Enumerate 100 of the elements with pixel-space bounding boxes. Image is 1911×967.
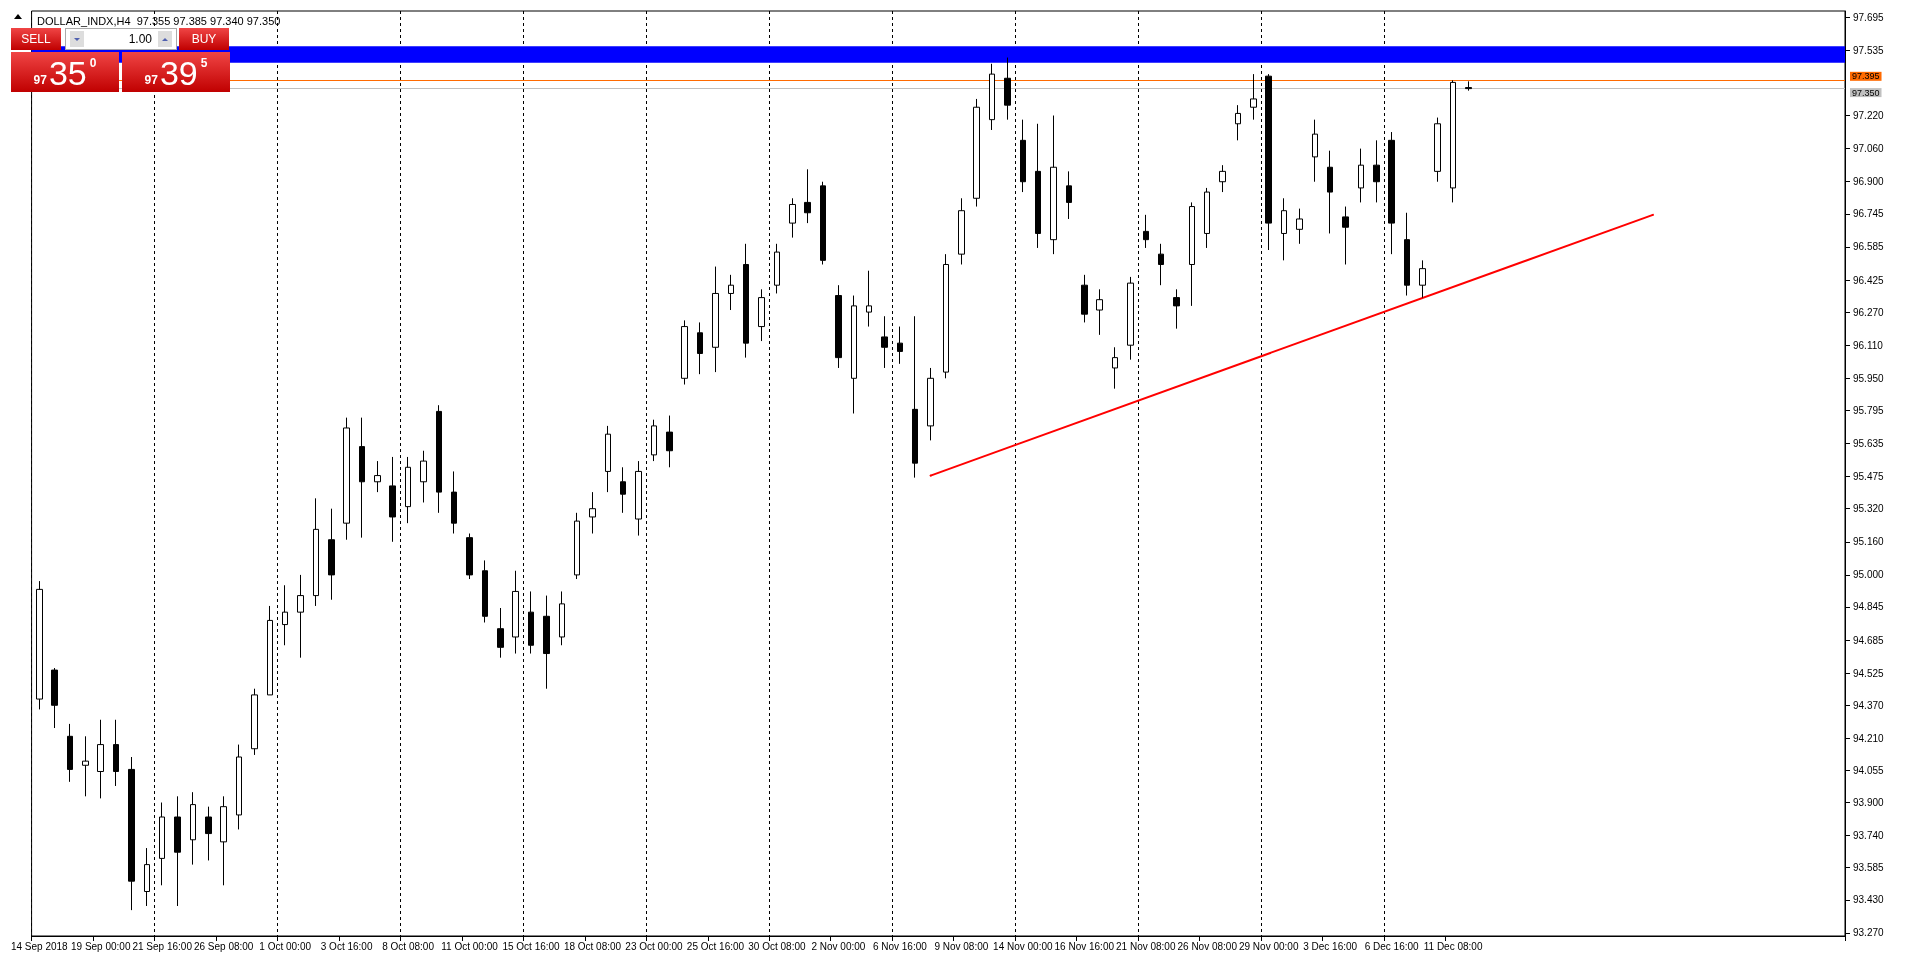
candlestick	[482, 559, 488, 623]
candlestick	[297, 574, 304, 659]
candlestick	[128, 756, 135, 911]
candlestick	[205, 806, 212, 861]
x-tick-label: 14 Nov 00:00	[993, 940, 1053, 952]
candlestick	[712, 266, 719, 373]
y-tick-label: 94.685	[1853, 634, 1885, 646]
ref-line-label: 97.350	[1852, 87, 1880, 98]
candlestick	[1235, 104, 1241, 141]
candlestick	[1404, 212, 1410, 297]
x-tick-label: 26 Sep 08:00	[193, 940, 254, 952]
candlestick	[159, 802, 165, 886]
candlestick	[51, 667, 58, 729]
x-tick-label: 21 Nov 08:00	[1116, 940, 1176, 952]
candlestick	[1450, 79, 1456, 203]
candlestick	[666, 415, 673, 468]
y-tick-label: 94.210	[1853, 732, 1885, 744]
x-tick-label: 2 Nov 00:00	[811, 940, 866, 952]
y-tick-label: 95.795	[1853, 404, 1885, 416]
candlestick	[389, 456, 396, 543]
candlestick	[774, 243, 780, 294]
candlestick	[635, 460, 642, 537]
candlestick	[113, 719, 119, 787]
candlestick	[236, 744, 242, 830]
candlestick	[1312, 119, 1318, 183]
candlestick	[574, 512, 580, 580]
candlestick	[343, 417, 350, 541]
candlestick	[835, 284, 842, 369]
candlestick	[1296, 208, 1303, 245]
candlestick	[1112, 346, 1118, 390]
candlestick	[436, 404, 442, 514]
candlestick	[220, 795, 227, 886]
x-tick-label: 6 Nov 16:00	[872, 940, 928, 952]
x-tick-label: 30 Oct 08:00	[748, 940, 806, 952]
x-tick-label: 14 Sep 2018	[10, 940, 69, 952]
candlestick	[1081, 274, 1088, 323]
candlestick	[866, 270, 872, 328]
x-tick-label: 19 Sep 00:00	[70, 940, 131, 952]
candlestick	[1327, 150, 1333, 234]
candlestick	[1189, 201, 1195, 307]
x-tick-label: 3 Dec 16:00	[1303, 940, 1358, 952]
annotation: SELL	[11, 28, 61, 50]
candlestick	[313, 497, 319, 607]
candlestick	[651, 419, 657, 462]
annotation: BUY	[179, 28, 229, 50]
candlestick	[1143, 214, 1149, 249]
x-tick-label: 8 Oct 08:00	[382, 940, 435, 952]
x-tick-label: 16 Nov 16:00	[1054, 940, 1115, 952]
candlestick	[697, 321, 703, 375]
y-tick-label: 97.535	[1853, 44, 1885, 56]
x-tick-label: 21 Sep 16:00	[132, 940, 193, 952]
candlestick	[1388, 131, 1395, 255]
annotation: 97	[144, 73, 158, 87]
candlestick	[681, 319, 688, 386]
candlestick	[82, 735, 89, 797]
chart-title: DOLLAR_INDX,H4 97.355 97.385 97.340 97.350	[37, 14, 281, 27]
candlestick	[174, 795, 181, 907]
candlestick	[251, 688, 258, 756]
candlestick	[973, 98, 980, 208]
candlestick	[620, 466, 626, 514]
candlestick	[1250, 73, 1257, 121]
candlestick	[1004, 57, 1011, 121]
candlestick	[789, 197, 796, 239]
candlestick	[1204, 187, 1210, 249]
y-tick-label: 95.950	[1853, 372, 1885, 384]
annotation: 1.00	[128, 32, 152, 46]
candlestick	[190, 791, 196, 866]
candlestick	[927, 367, 934, 441]
x-tick-label: 15 Oct 16:00	[502, 940, 561, 952]
candlestick	[1281, 197, 1287, 261]
candlestick	[943, 253, 949, 379]
candlestick	[820, 181, 826, 265]
candlestick	[420, 450, 427, 503]
candlestick	[451, 470, 457, 535]
x-tick-label: 11 Dec 08:00	[1423, 940, 1483, 952]
candlestick	[1127, 276, 1134, 361]
candlestick	[1096, 288, 1103, 336]
candlestick	[144, 847, 150, 907]
y-tick-label: 95.000	[1853, 569, 1885, 581]
x-tick-label: 25 Oct 16:00	[686, 940, 745, 952]
candlestick	[1419, 259, 1426, 299]
y-tick-label: 96.425	[1853, 274, 1885, 286]
candlestick	[282, 584, 288, 646]
candlestick	[67, 723, 73, 783]
candlestick	[1342, 206, 1349, 265]
candlestick	[589, 491, 596, 535]
candlestick	[804, 168, 811, 224]
candlestick	[897, 326, 903, 365]
y-tick-label: 94.525	[1853, 667, 1885, 679]
candlestick	[912, 315, 918, 479]
y-tick-label: 95.320	[1853, 503, 1885, 515]
x-tick-label: 3 Oct 16:00	[320, 940, 373, 952]
y-tick-label: 97.060	[1853, 143, 1885, 155]
y-tick-label: 96.745	[1853, 208, 1885, 220]
x-tick-label: 1 Oct 00:00	[259, 940, 312, 952]
candlestick	[1373, 139, 1380, 203]
y-tick-label: 95.635	[1853, 437, 1885, 449]
y-tick-label: 97.695	[1853, 11, 1885, 23]
candlestick	[528, 590, 534, 655]
candlestick	[36, 580, 43, 710]
